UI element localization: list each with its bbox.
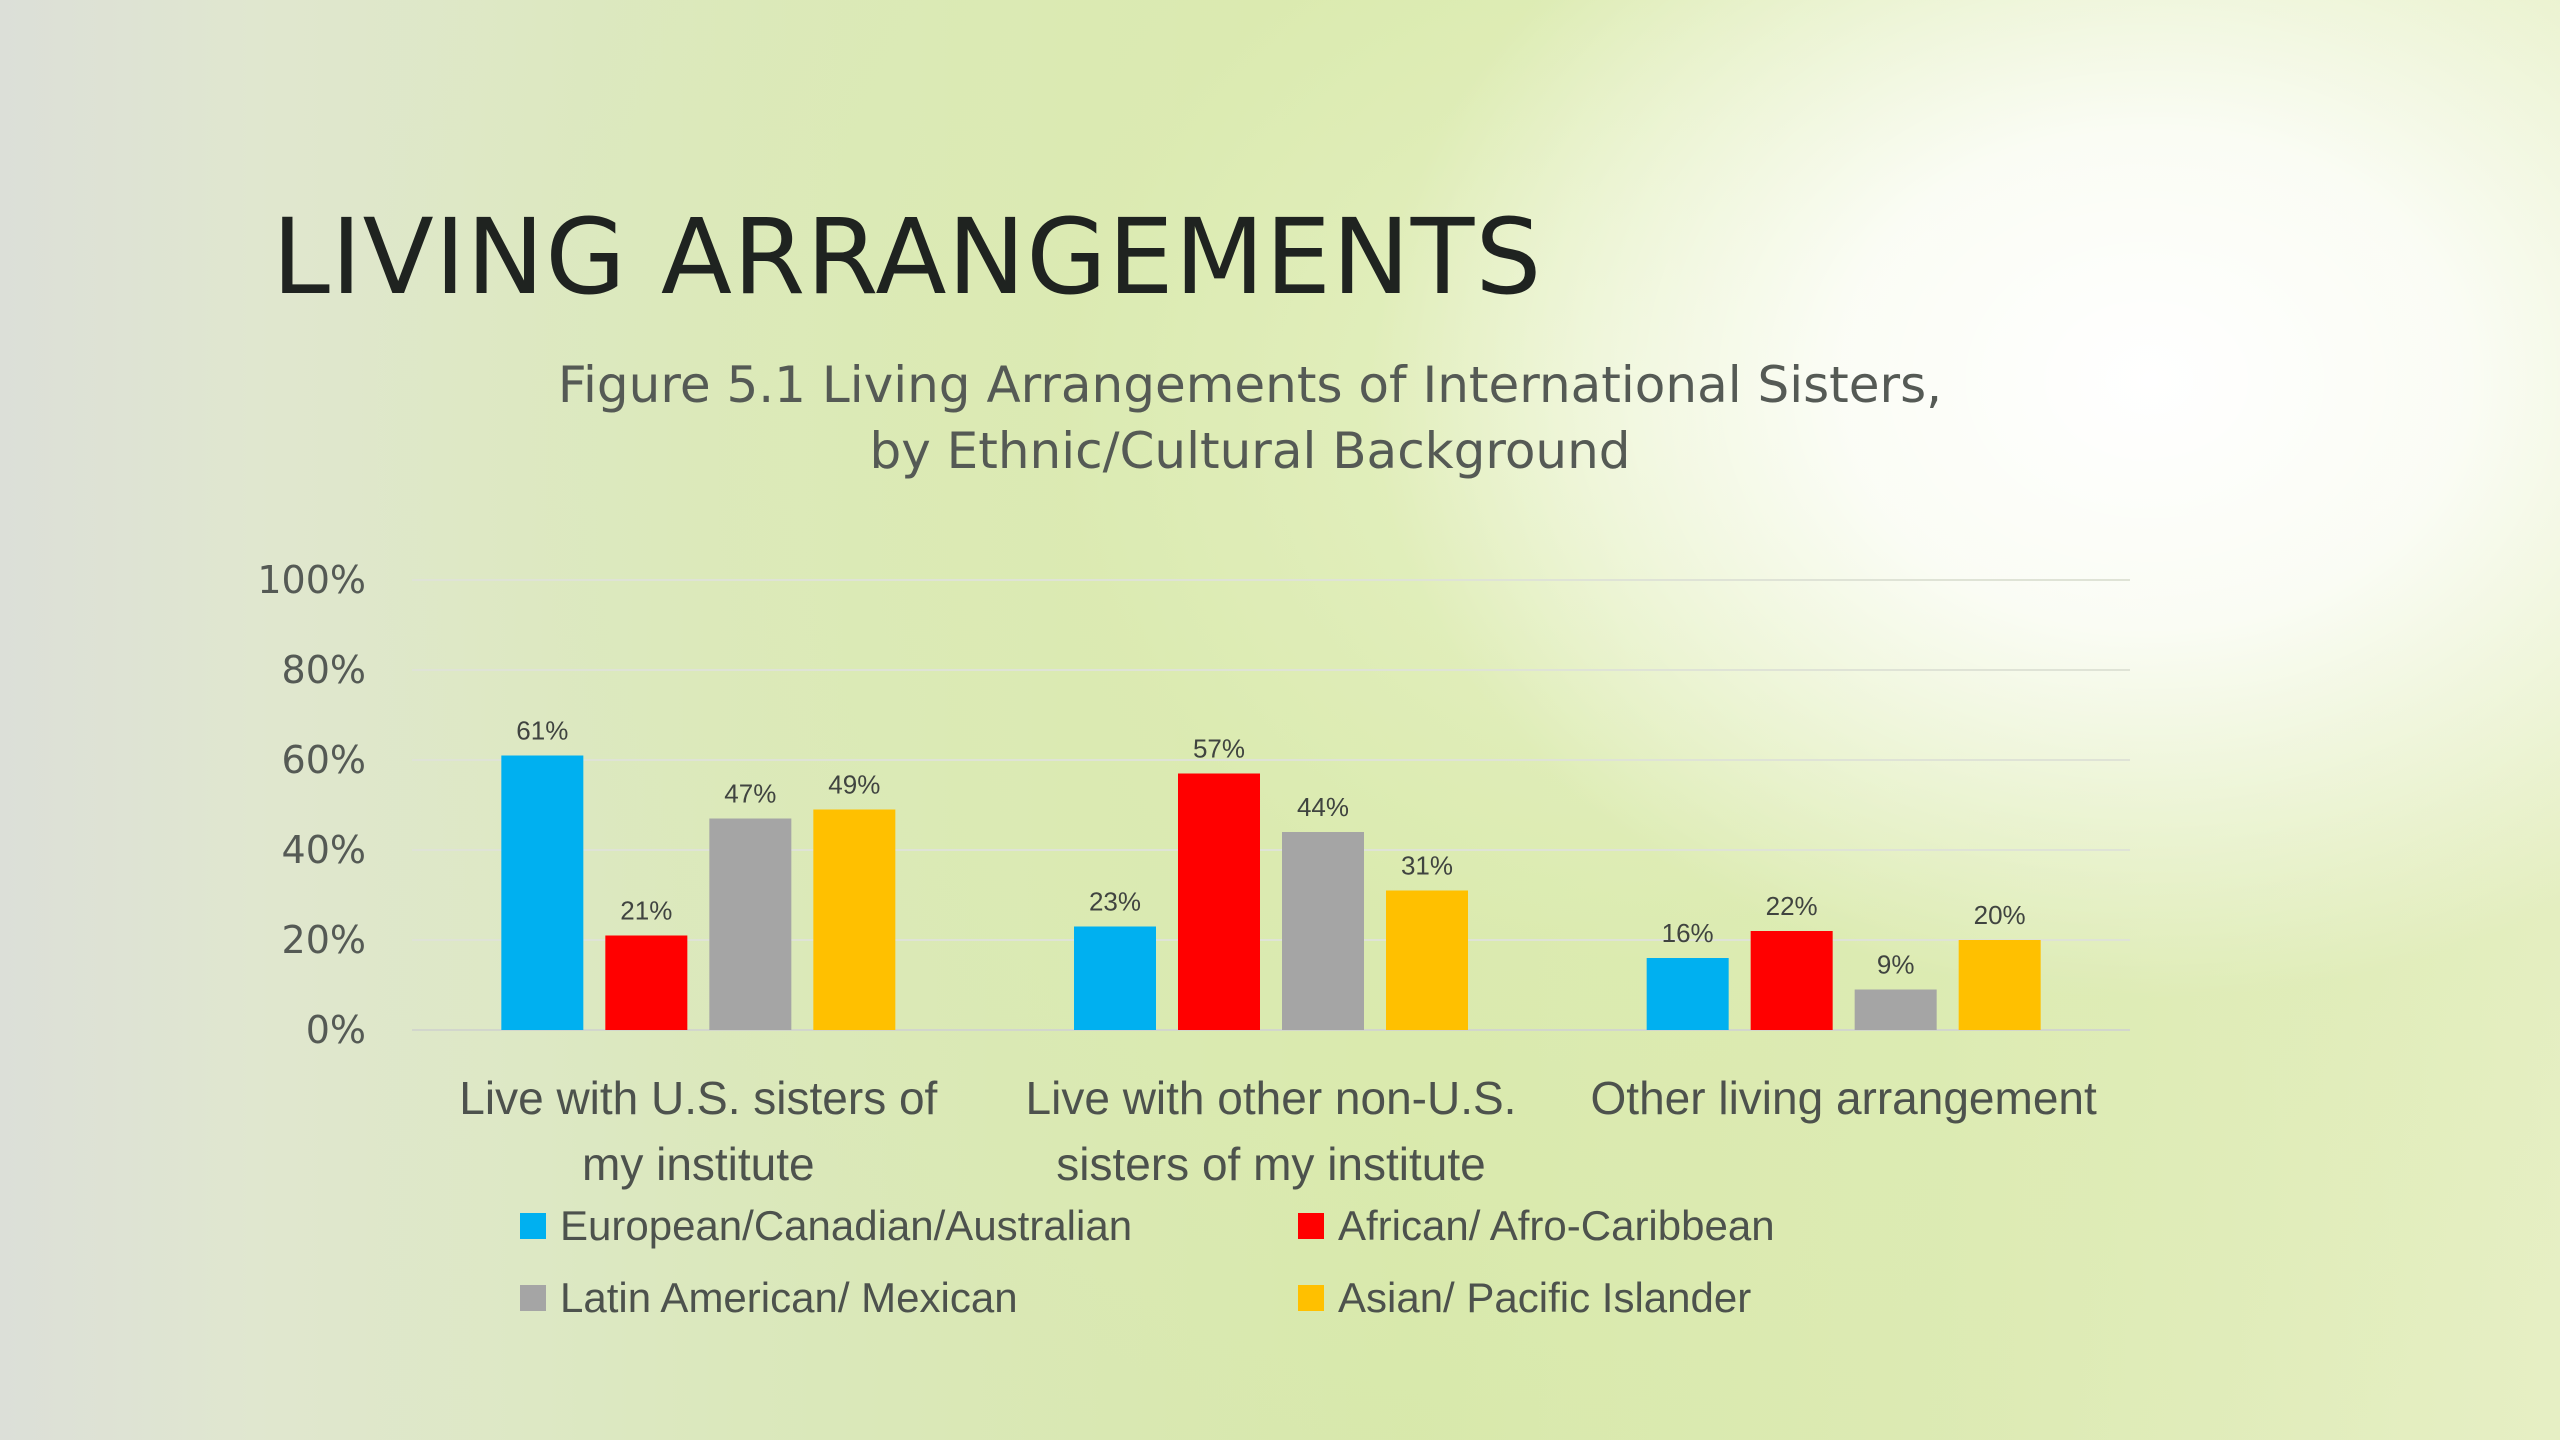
bar — [813, 809, 896, 1030]
y-axis-tick-labels: 0% 20% 40% 60% 80% 100% — [257, 558, 366, 1052]
category-label: Live with other non-U.S. — [1026, 1072, 1517, 1124]
bar — [1178, 773, 1260, 1030]
legend-swatch-european — [520, 1213, 546, 1239]
chart-title-line-1: Figure 5.1 Living Arrangements of Intern… — [557, 356, 1943, 414]
bar — [1646, 958, 1729, 1030]
bar — [1750, 931, 1833, 1030]
legend-swatch-african — [1298, 1213, 1324, 1239]
data-label: 21% — [620, 896, 672, 926]
data-label: 9% — [1877, 950, 1915, 980]
x-axis-category-labels: Live with U.S. sisters of my institute Liv… — [459, 1072, 2097, 1190]
data-labels: 61% 21% 47% 49% 23% 57% 44% 31% 16% 22% 9% 20% — [516, 716, 2025, 980]
chart-title-line-2: by Ethnic/Cultural Background — [869, 422, 1631, 480]
bar — [709, 818, 792, 1030]
bar — [1958, 940, 2041, 1030]
data-label: 23% — [1089, 887, 1141, 917]
legend-item-latin-american: Latin American/ Mexican — [520, 1274, 1018, 1322]
bar — [605, 935, 688, 1030]
bar — [1074, 926, 1156, 1030]
category-label: Other living arrangement — [1591, 1072, 2097, 1124]
gridlines — [412, 579, 2130, 1031]
legend-label-asian: Asian/ Pacific Islander — [1338, 1274, 1752, 1321]
bar — [1854, 989, 1937, 1030]
legend-swatch-asian — [1298, 1285, 1324, 1311]
legend-label-african: African/ Afro-Caribbean — [1338, 1202, 1775, 1249]
y-tick-label: 0% — [306, 1008, 366, 1052]
data-label: 22% — [1766, 891, 1818, 921]
data-label: 57% — [1193, 734, 1245, 764]
category-label: sisters of my institute — [1056, 1138, 1485, 1190]
bar — [1282, 832, 1364, 1030]
legend-label-european: European/Canadian/Australian — [560, 1202, 1133, 1249]
data-label: 61% — [516, 716, 568, 746]
data-label: 47% — [724, 779, 776, 809]
chart-legend: European/Canadian/Australian African/ Af… — [520, 1202, 1920, 1352]
category-label: my institute — [582, 1138, 815, 1190]
bar — [1386, 890, 1468, 1030]
legend-item-european: European/Canadian/Australian — [520, 1202, 1132, 1250]
bar — [501, 755, 584, 1030]
category-label: Live with U.S. sisters of — [459, 1072, 937, 1124]
data-label: 20% — [1974, 900, 2026, 930]
legend-label-latin-american: Latin American/ Mexican — [560, 1274, 1018, 1321]
data-label: 16% — [1662, 918, 1714, 948]
legend-item-asian: Asian/ Pacific Islander — [1298, 1274, 1751, 1322]
legend-item-african: African/ Afro-Caribbean — [1298, 1202, 1775, 1250]
y-tick-label: 100% — [257, 558, 366, 602]
data-label: 31% — [1401, 851, 1453, 881]
data-label: 49% — [828, 770, 880, 800]
bars — [501, 755, 2041, 1030]
slide-title: LIVING ARRANGEMENTS — [272, 196, 1543, 318]
y-tick-label: 60% — [282, 738, 366, 782]
y-tick-label: 40% — [282, 828, 366, 872]
y-tick-label: 20% — [282, 918, 366, 962]
legend-swatch-latin-american — [520, 1285, 546, 1311]
y-tick-label: 80% — [282, 648, 366, 692]
data-label: 44% — [1297, 792, 1349, 822]
